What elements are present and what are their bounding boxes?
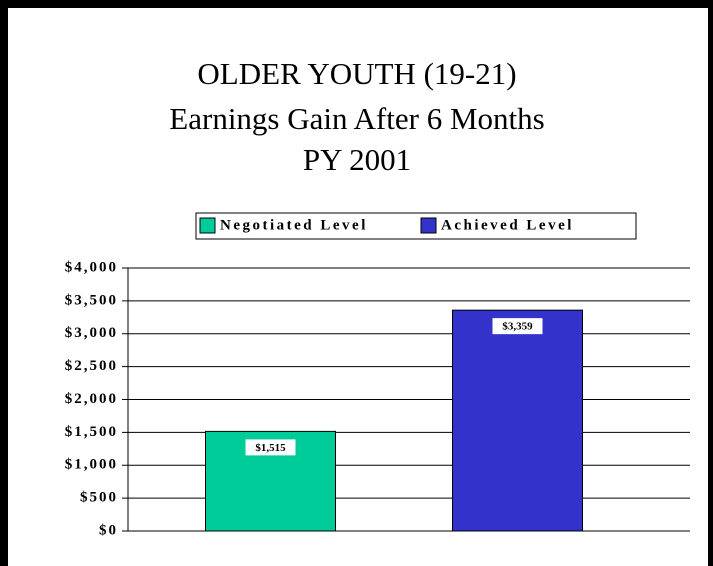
y-tick-label: $3,500 (65, 292, 118, 308)
legend-swatch (199, 217, 216, 234)
frame-left (0, 0, 8, 566)
chart-title: PY 2001 (303, 142, 411, 177)
legend-swatch (420, 217, 437, 234)
y-tick-label: $4,000 (65, 259, 118, 275)
frame-top (0, 0, 713, 8)
chart-title: Earnings Gain After 6 Months (169, 101, 544, 136)
value-label-box (492, 318, 543, 335)
value-label-box (245, 439, 296, 456)
value-label: $3,359 (502, 321, 533, 333)
y-tick-label: $0 (99, 522, 118, 538)
legend-label: Negotiated Level (220, 217, 368, 233)
y-tick-label: $1,000 (65, 457, 118, 473)
bar (452, 309, 583, 532)
y-tick-label: $1,500 (65, 424, 118, 440)
value-label: $1,515 (255, 442, 286, 454)
legend-box (195, 212, 637, 240)
y-tick-label: $2,000 (65, 391, 118, 407)
y-tick-label: $500 (80, 490, 118, 506)
chart-title: OLDER YOUTH (19-21) (197, 56, 516, 91)
y-tick-label: $3,000 (65, 325, 118, 341)
frame-right (708, 0, 713, 566)
legend-label: Achieved Level (441, 217, 574, 233)
y-tick-label: $2,500 (65, 358, 118, 374)
